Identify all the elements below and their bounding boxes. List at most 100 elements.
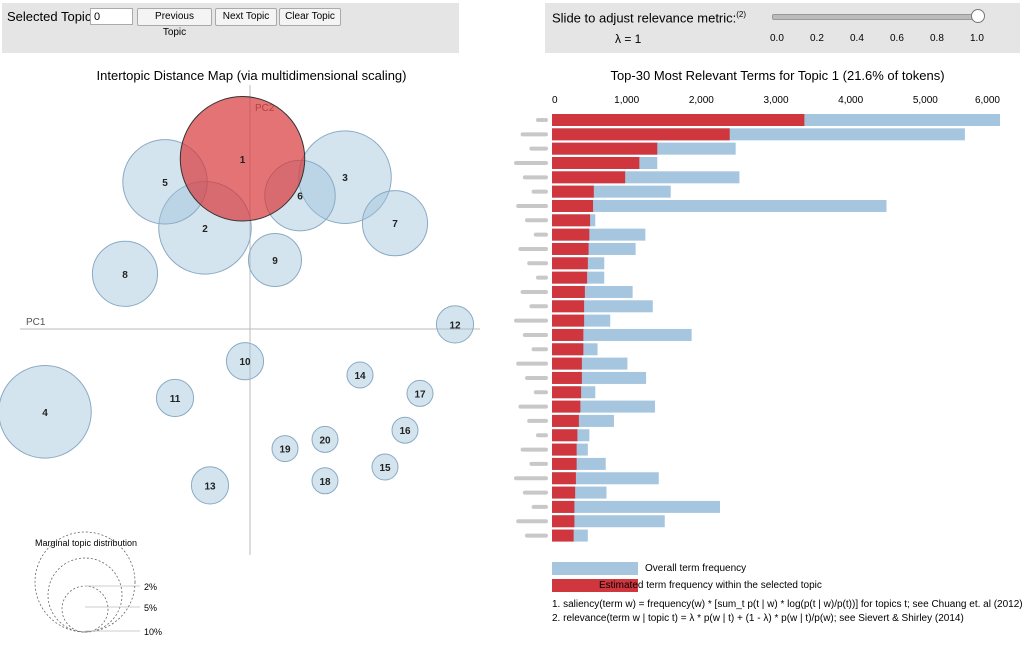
- topic-label-6: 6: [297, 192, 303, 203]
- estimated-bar-19: [552, 371, 582, 384]
- term-label-blurred-19[interactable]: [525, 375, 548, 380]
- legend-overall-swatch: [552, 562, 638, 575]
- topic-bubble-17[interactable]: [406, 379, 434, 407]
- term-label-blurred-8[interactable]: [525, 218, 548, 223]
- topic-bubble-1[interactable]: [179, 96, 306, 222]
- estimated-bar-22: [552, 414, 579, 427]
- slider-tick-1.0: 1.0: [970, 33, 984, 44]
- term-label-blurred-22[interactable]: [527, 418, 548, 423]
- relevance-slider-handle[interactable]: [971, 9, 985, 23]
- term-label-blurred-21[interactable]: [518, 404, 548, 409]
- topic-label-9: 9: [272, 256, 278, 267]
- marginal-title: Marginal topic distribution: [35, 538, 137, 548]
- term-label-blurred-23[interactable]: [536, 433, 548, 438]
- term-label-blurred-5[interactable]: [522, 175, 548, 180]
- marginal-label-2: 10%: [144, 627, 162, 637]
- estimated-bar-20: [552, 386, 582, 399]
- term-label-blurred-27[interactable]: [522, 490, 548, 495]
- topic-bubble-16[interactable]: [391, 416, 419, 444]
- term-label-blurred-17[interactable]: [531, 347, 548, 352]
- topic-label-17: 17: [414, 389, 426, 400]
- footnote-relevance: 2. relevance(term w | topic t) = λ * p(w…: [552, 613, 964, 624]
- term-label-blurred-16[interactable]: [522, 332, 548, 337]
- term-label-blurred-20[interactable]: [533, 390, 548, 395]
- topic-label-18: 18: [319, 477, 331, 488]
- term-label-blurred-11[interactable]: [527, 261, 548, 266]
- term-label-blurred-2[interactable]: [520, 132, 548, 137]
- overall-bar-29: [552, 515, 665, 528]
- term-label-blurred-18[interactable]: [516, 361, 548, 366]
- term-label-blurred-6[interactable]: [531, 189, 548, 194]
- topic-bubble-12[interactable]: [435, 305, 475, 344]
- topic-bubble-14[interactable]: [346, 361, 374, 389]
- estimated-bar-5: [552, 171, 626, 184]
- marginal-label-1: 5%: [144, 603, 157, 613]
- term-label-blurred-28[interactable]: [531, 504, 548, 509]
- term-label-blurred-7[interactable]: [516, 203, 548, 208]
- x-tick-1: 1,000: [614, 95, 639, 106]
- term-label-blurred-3[interactable]: [529, 146, 548, 151]
- term-label-blurred-9[interactable]: [533, 232, 548, 237]
- term-label-blurred-15[interactable]: [514, 318, 548, 323]
- topic-bubble-9[interactable]: [248, 233, 302, 287]
- term-label-blurred-12[interactable]: [536, 275, 548, 280]
- estimated-bar-28: [552, 500, 575, 513]
- estimated-bar-13: [552, 285, 585, 298]
- next-topic-button[interactable]: Next Topic: [215, 8, 277, 26]
- estimated-bar-26: [552, 472, 576, 485]
- slider-tick-0.0: 0.0: [770, 33, 784, 44]
- term-label-blurred-1[interactable]: [536, 118, 548, 122]
- footnote-saliency: 1. saliency(term w) = frequency(w) * [su…: [552, 599, 1023, 610]
- topic-label-10: 10: [239, 357, 251, 368]
- previous-topic-button[interactable]: Previous Topic: [137, 8, 212, 38]
- topic-label-5: 5: [162, 178, 168, 189]
- overall-bar-16: [552, 328, 692, 341]
- estimated-bar-2: [552, 128, 730, 141]
- topic-bubble-20[interactable]: [311, 425, 339, 453]
- term-label-blurred-13[interactable]: [520, 289, 548, 294]
- bars-title: Top-30 Most Relevant Terms for Topic 1 (…: [610, 68, 945, 83]
- topic-label-8: 8: [122, 270, 128, 281]
- term-label-blurred-26[interactable]: [514, 476, 548, 481]
- relevance-slider-panel: [545, 3, 1020, 53]
- term-label-blurred-30[interactable]: [525, 533, 548, 538]
- topic-bubble-13[interactable]: [190, 466, 230, 505]
- estimated-bar-6: [552, 185, 594, 198]
- topic-bubble-18[interactable]: [311, 467, 339, 495]
- term-label-blurred-24[interactable]: [520, 447, 548, 452]
- x-tick-2: 2,000: [689, 95, 714, 106]
- estimated-bar-12: [552, 271, 588, 284]
- term-label-blurred-10[interactable]: [518, 246, 548, 251]
- estimated-bar-8: [552, 214, 591, 227]
- estimated-bar-25: [552, 457, 577, 470]
- map-title: Intertopic Distance Map (via multidimens…: [96, 68, 407, 83]
- estimated-bar-10: [552, 242, 589, 255]
- topic-label-20: 20: [319, 435, 331, 446]
- topic-label-15: 15: [379, 463, 391, 474]
- overall-bar-26: [552, 472, 659, 485]
- topic-bubble-15[interactable]: [371, 453, 399, 481]
- estimated-bar-30: [552, 529, 574, 542]
- topic-bubble-7[interactable]: [361, 190, 429, 257]
- topic-bubble-11[interactable]: [155, 378, 195, 418]
- term-label-blurred-4[interactable]: [514, 160, 548, 165]
- estimated-bar-3: [552, 142, 658, 155]
- estimated-bar-21: [552, 400, 581, 413]
- x-tick-4: 4,000: [838, 95, 863, 106]
- estimated-bar-27: [552, 486, 576, 499]
- slider-tick-0.4: 0.4: [850, 33, 864, 44]
- topic-bubble-19[interactable]: [271, 435, 299, 463]
- x-tick-0: 0: [552, 95, 558, 106]
- term-label-blurred-29[interactable]: [516, 519, 548, 524]
- topic-bubble-4[interactable]: [0, 365, 92, 459]
- clear-topic-button[interactable]: Clear Topic: [279, 8, 341, 26]
- topic-bubble-8[interactable]: [91, 240, 159, 307]
- estimated-bar-23: [552, 429, 578, 442]
- term-label-blurred-25[interactable]: [529, 461, 548, 466]
- legend-estimated-swatch: [552, 579, 638, 592]
- x-tick-3: 3,000: [763, 95, 788, 106]
- term-label-blurred-14[interactable]: [529, 304, 548, 309]
- selected-topic-input[interactable]: [90, 8, 133, 25]
- topic-label-3: 3: [342, 173, 348, 184]
- topic-bubble-10[interactable]: [225, 342, 265, 381]
